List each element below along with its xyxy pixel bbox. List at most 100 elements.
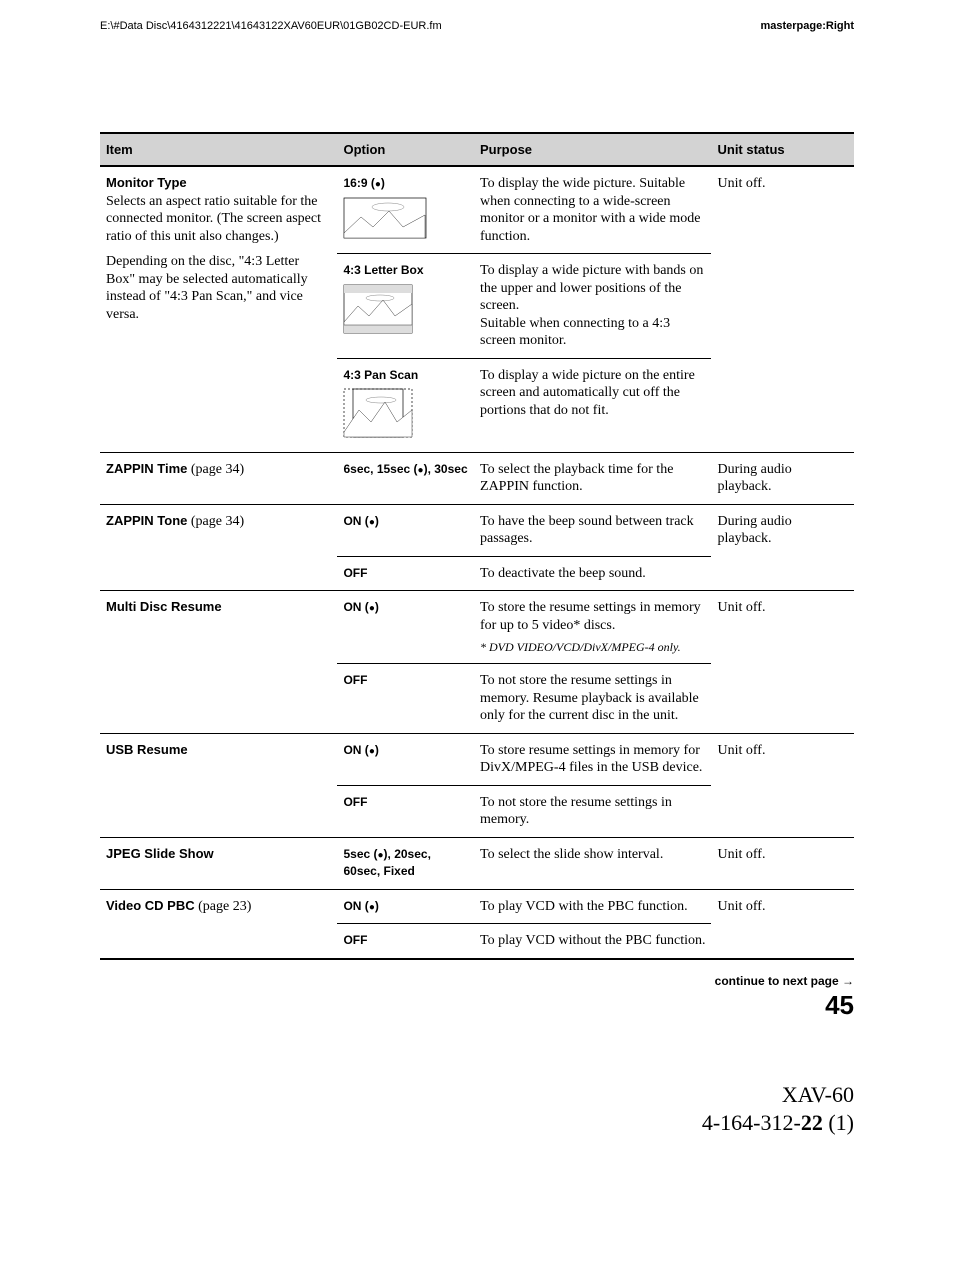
page-number: 45 <box>100 990 854 1021</box>
item-cell: ZAPPIN Time (page 34) <box>100 452 337 504</box>
status-cell: Unit off. <box>711 591 854 734</box>
item-desc: Selects an aspect ratio suitable for the… <box>106 194 321 244</box>
option-label: OFF <box>343 933 367 947</box>
option-cell: OFF <box>337 924 474 959</box>
option-label: ON ( <box>343 600 368 614</box>
th-item: Item <box>100 133 337 166</box>
item-cell: Multi Disc Resume <box>100 591 337 734</box>
option-label: 5sec ( <box>343 847 377 861</box>
table-row: Video CD PBC (page 23) ON (●) To play VC… <box>100 889 854 924</box>
option-cell: ON (●) <box>337 733 474 785</box>
continue-text: continue to next page <box>715 974 842 988</box>
footer-doc-a: 4-164-312- <box>702 1110 801 1135</box>
header-right: masterpage:Right <box>760 20 854 32</box>
th-status: Unit status <box>711 133 854 166</box>
option-label: OFF <box>343 566 367 580</box>
table-row: ZAPPIN Tone (page 34) ON (●) To have the… <box>100 504 854 556</box>
footer-doc-b: 22 <box>801 1110 823 1135</box>
status-cell: Unit off. <box>711 166 854 452</box>
table-row: Monitor Type Selects an aspect ratio sui… <box>100 166 854 254</box>
purpose-cell: To store the resume settings in memory f… <box>474 591 711 664</box>
option-cell: OFF <box>337 556 474 591</box>
option-cell: 4:3 Letter Box <box>337 254 474 359</box>
item-title: Monitor Type <box>106 175 187 190</box>
page-ref: (page 34) <box>187 462 244 477</box>
arrow-icon: → <box>842 974 854 988</box>
option-cell: 4:3 Pan Scan <box>337 358 474 452</box>
purpose-cell: To display a wide picture on the entire … <box>474 358 711 452</box>
aspect-panscan-icon <box>343 388 413 438</box>
purpose-cell: To select the playback time for the ZAPP… <box>474 452 711 504</box>
status-cell: Unit off. <box>711 889 854 959</box>
option-label-end: ) <box>375 600 379 614</box>
option-label: ON ( <box>343 514 368 528</box>
table-row: USB Resume ON (●) To store resume settin… <box>100 733 854 785</box>
item-cell: Monitor Type Selects an aspect ratio sui… <box>100 166 337 452</box>
th-option: Option <box>337 133 474 166</box>
table-row: ZAPPIN Time (page 34) 6sec, 15sec (●), 3… <box>100 452 854 504</box>
status-cell: Unit off. <box>711 733 854 837</box>
option-cell: OFF <box>337 664 474 734</box>
option-cell: ON (●) <box>337 591 474 664</box>
table-row: Multi Disc Resume ON (●) To store the re… <box>100 591 854 664</box>
option-label: 4:3 Pan Scan <box>343 368 418 382</box>
option-cell: ON (●) <box>337 504 474 556</box>
purpose-cell: To not store the resume settings in memo… <box>474 664 711 734</box>
page-footer: XAV-60 4-164-312-22 (1) <box>100 1081 854 1138</box>
option-cell: 16:9 (●) <box>337 166 474 254</box>
purpose-cell: To select the slide show interval. <box>474 837 711 889</box>
purpose-cell: To store resume settings in memory for D… <box>474 733 711 785</box>
option-label-end: ) <box>375 899 379 913</box>
header-path: E:\#Data Disc\4164312221\41643122XAV60EU… <box>100 20 442 32</box>
settings-table: Item Option Purpose Unit status Monitor … <box>100 132 854 960</box>
item-cell: USB Resume <box>100 733 337 837</box>
continue-label: continue to next page → <box>100 974 854 988</box>
purpose-cell: To display a wide picture with bands on … <box>474 254 711 359</box>
page-ref: (page 23) <box>195 899 252 914</box>
item-desc2: Depending on the disc, "4:3 Letter Box" … <box>106 254 308 322</box>
option-cell: ON (●) <box>337 889 474 924</box>
option-cell: 6sec, 15sec (●), 30sec <box>337 452 474 504</box>
purpose-cell: To display the wide picture. Suitable wh… <box>474 166 711 254</box>
item-title: ZAPPIN Time <box>106 461 187 476</box>
option-label: 16:9 ( <box>343 176 374 190</box>
item-title: ZAPPIN Tone <box>106 513 187 528</box>
aspect-letterbox-icon <box>343 284 413 334</box>
table-row: JPEG Slide Show 5sec (●), 20sec, 60sec, … <box>100 837 854 889</box>
option-label: OFF <box>343 673 367 687</box>
item-title: USB Resume <box>106 742 188 757</box>
item-title: Video CD PBC <box>106 898 195 913</box>
purpose-cell: To not store the resume settings in memo… <box>474 785 711 837</box>
option-label-end: ) <box>375 743 379 757</box>
purpose-cell: To deactivate the beep sound. <box>474 556 711 591</box>
status-cell: During audio playback. <box>711 452 854 504</box>
purpose-text: To store the resume settings in memory f… <box>480 600 701 633</box>
option-label: 6sec, 15sec ( <box>343 462 417 476</box>
option-cell: 5sec (●), 20sec, 60sec, Fixed <box>337 837 474 889</box>
footer-doc-c: (1) <box>823 1110 854 1135</box>
item-title: JPEG Slide Show <box>106 846 214 861</box>
footnote: * DVD VIDEO/VCD/DivX/MPEG-4 only. <box>480 640 705 655</box>
option-label: ON ( <box>343 743 368 757</box>
option-cell: OFF <box>337 785 474 837</box>
item-title: Multi Disc Resume <box>106 599 222 614</box>
status-cell: Unit off. <box>711 837 854 889</box>
item-cell: JPEG Slide Show <box>100 837 337 889</box>
item-cell: ZAPPIN Tone (page 34) <box>100 504 337 591</box>
purpose-cell: To have the beep sound between track pas… <box>474 504 711 556</box>
footer-model: XAV-60 <box>100 1081 854 1110</box>
option-label-end: ) <box>381 176 385 190</box>
option-label-end: ) <box>375 514 379 528</box>
purpose-cell: To play VCD with the PBC function. <box>474 889 711 924</box>
option-label: ON ( <box>343 899 368 913</box>
option-label: OFF <box>343 795 367 809</box>
option-label-end: ), 30sec <box>424 462 468 476</box>
status-cell: During audio playback. <box>711 504 854 591</box>
purpose-cell: To play VCD without the PBC function. <box>474 924 711 959</box>
item-cell: Video CD PBC (page 23) <box>100 889 337 959</box>
th-purpose: Purpose <box>474 133 711 166</box>
option-label: 4:3 Letter Box <box>343 263 423 277</box>
page-ref: (page 34) <box>187 514 244 529</box>
page-header: E:\#Data Disc\4164312221\41643122XAV60EU… <box>100 20 854 32</box>
aspect-16-9-icon <box>343 197 427 239</box>
